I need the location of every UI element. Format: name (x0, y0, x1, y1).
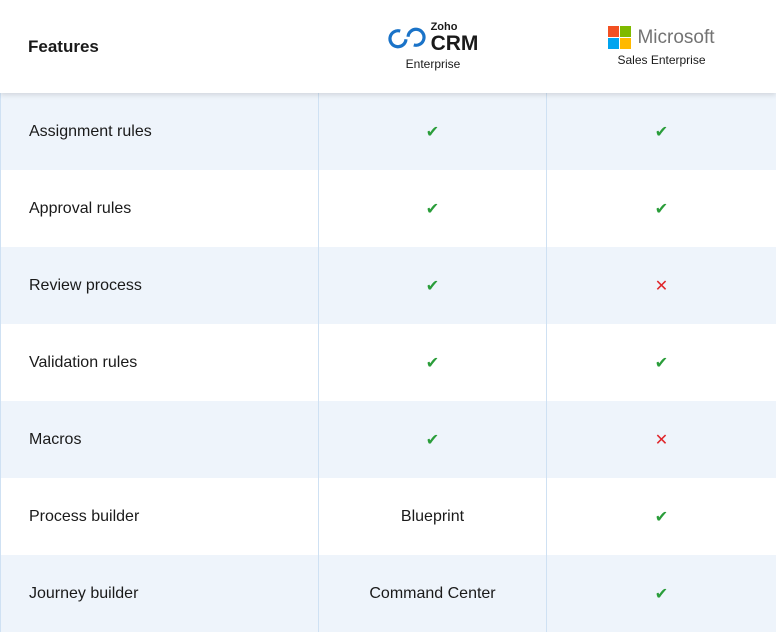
microsoft-cell: ✔ (547, 555, 776, 632)
table-header: Features Zoho CRM Enterprise (0, 0, 776, 93)
microsoft-value: ✔ (654, 200, 669, 218)
microsoft-value: ✔ (654, 354, 669, 372)
zoho-brand: Zoho (430, 21, 458, 33)
zoho-value: ✔ (425, 431, 440, 449)
table-body: Assignment rules ✔ ✔ Approval rules ✔ ✔ Review… (0, 93, 776, 632)
zoho-value: Blueprint (400, 507, 465, 525)
zoho-edition: Enterprise (405, 57, 461, 71)
table-row: Macros ✔ ✕ (0, 401, 776, 478)
zoho-cell: ✔ (319, 324, 547, 401)
microsoft-cell: ✔ (547, 170, 776, 247)
microsoft-value: ✔ (654, 123, 669, 141)
zoho-cell: ✔ (319, 401, 547, 478)
zoho-icon (388, 27, 426, 49)
zoho-value: ✔ (425, 200, 440, 218)
zoho-value: Command Center (369, 584, 496, 602)
table-row: Journey builder Command Center ✔ (0, 555, 776, 632)
zoho-value: ✔ (425, 123, 440, 141)
zoho-cell: Command Center (319, 555, 547, 632)
zoho-value: ✔ (425, 277, 440, 295)
microsoft-column-header: Microsoft Sales Enterprise (547, 0, 776, 93)
feature-cell: Process builder (0, 478, 319, 555)
microsoft-cell: ✔ (547, 93, 776, 170)
table-row: Assignment rules ✔ ✔ (0, 93, 776, 170)
zoho-column-header: Zoho CRM Enterprise (319, 0, 547, 93)
feature-cell: Review process (0, 247, 319, 324)
table-row: Validation rules ✔ ✔ (0, 324, 776, 401)
feature-cell: Journey builder (0, 555, 319, 632)
feature-cell: Validation rules (0, 324, 319, 401)
zoho-cell: ✔ (319, 93, 547, 170)
zoho-cell: ✔ (319, 247, 547, 324)
microsoft-cell: ✕ (547, 401, 776, 478)
microsoft-edition: Sales Enterprise (617, 53, 706, 67)
features-heading: Features (28, 36, 99, 56)
microsoft-brand: Microsoft (637, 27, 715, 48)
zoho-product: CRM (430, 32, 479, 55)
microsoft-value: ✕ (654, 277, 669, 295)
feature-cell: Assignment rules (0, 93, 319, 170)
table-row: Review process ✔ ✕ (0, 247, 776, 324)
microsoft-icon (608, 26, 632, 49)
zoho-cell: ✔ (319, 170, 547, 247)
zoho-logo: Zoho CRM (388, 21, 479, 55)
table-row: Approval rules ✔ ✔ (0, 170, 776, 247)
zoho-value: ✔ (425, 354, 440, 372)
microsoft-value: ✕ (654, 431, 669, 449)
table-row: Process builder Blueprint ✔ (0, 478, 776, 555)
microsoft-cell: ✔ (547, 478, 776, 555)
zoho-cell: Blueprint (319, 478, 547, 555)
microsoft-cell: ✕ (547, 247, 776, 324)
microsoft-cell: ✔ (547, 324, 776, 401)
feature-cell: Approval rules (0, 170, 319, 247)
microsoft-logo: Microsoft (608, 26, 715, 50)
feature-cell: Macros (0, 401, 319, 478)
microsoft-value: ✔ (654, 508, 669, 526)
microsoft-value: ✔ (654, 585, 669, 603)
